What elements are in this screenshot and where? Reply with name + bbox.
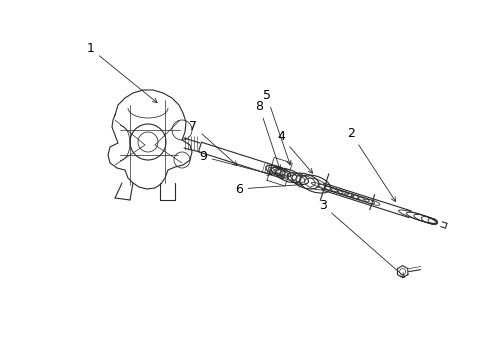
- Text: 4: 4: [277, 130, 312, 173]
- Text: 6: 6: [234, 183, 303, 195]
- Text: 2: 2: [346, 127, 395, 202]
- Text: 7: 7: [189, 120, 237, 166]
- Text: 5: 5: [262, 89, 290, 165]
- Text: 9: 9: [199, 150, 271, 175]
- Text: 8: 8: [255, 100, 280, 170]
- Text: 3: 3: [318, 199, 404, 277]
- Text: 1: 1: [86, 42, 157, 103]
